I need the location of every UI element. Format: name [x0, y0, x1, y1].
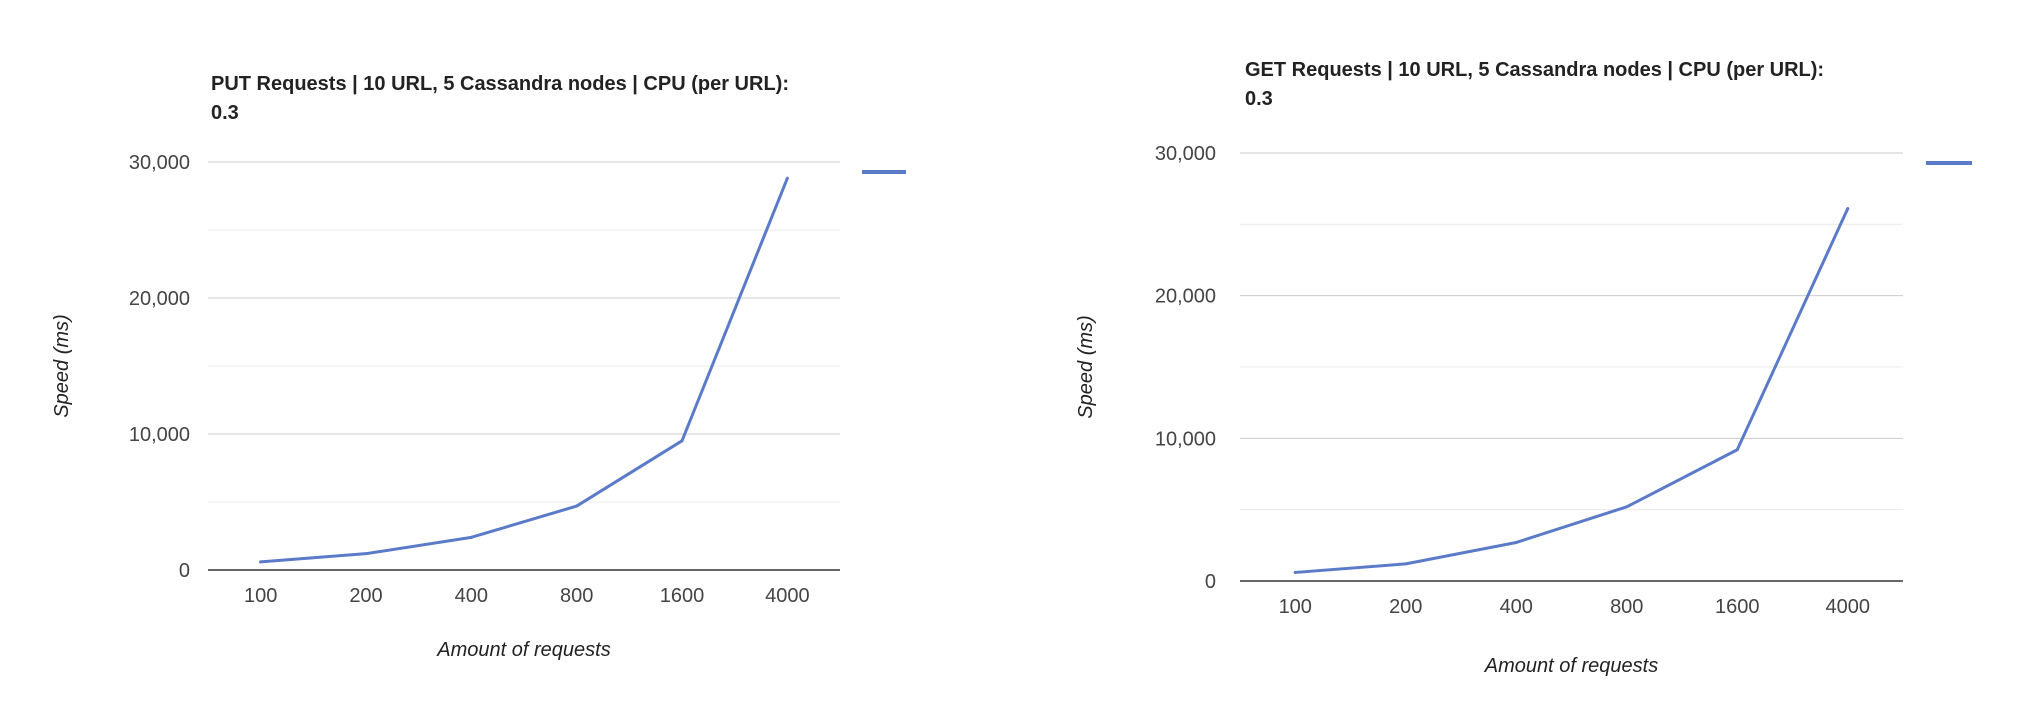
data-point	[785, 176, 789, 180]
x-tick-label: 400	[455, 585, 488, 607]
y-tick-label: 10,000	[129, 424, 190, 446]
x-tick-label: 200	[349, 585, 382, 607]
chart-title: PUT Requests | 10 URL, 5 Cassandra nodes…	[211, 73, 789, 124]
x-tick-label: 800	[560, 585, 593, 607]
data-point	[469, 535, 473, 539]
data-point	[364, 552, 368, 556]
data-point	[575, 504, 579, 508]
data-point	[680, 439, 684, 443]
series-line	[259, 176, 789, 564]
data-point	[259, 560, 263, 564]
y-tick-label: 0	[179, 560, 190, 582]
y-axis-title: Speed (ms)	[51, 314, 73, 417]
y-tick-label: 20,000	[129, 288, 190, 310]
y-tick-label: 30,000	[129, 152, 190, 174]
x-axis-title: Amount of requests	[436, 639, 610, 661]
x-tick-label: 1600	[660, 585, 705, 607]
x-tick-label: 100	[244, 585, 277, 607]
chart-title: GET Requests | 10 URL, 5 Cassandra nodes…	[1245, 59, 1825, 110]
x-tick-label: 4000	[765, 585, 810, 607]
